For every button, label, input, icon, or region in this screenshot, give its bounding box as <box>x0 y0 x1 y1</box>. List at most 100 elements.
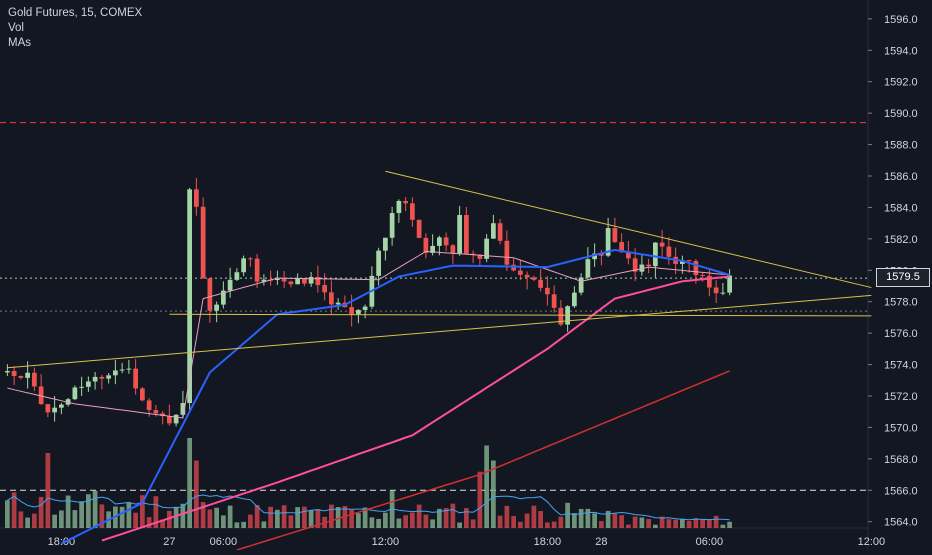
volume-bar[interactable] <box>295 507 300 528</box>
candle-body[interactable] <box>119 369 125 371</box>
volume-bar[interactable] <box>450 503 456 528</box>
volume-bar[interactable] <box>524 513 530 528</box>
volume-bar[interactable] <box>565 502 570 528</box>
volume-bar[interactable] <box>430 519 435 528</box>
candle-body[interactable] <box>79 386 84 388</box>
candle-body[interactable] <box>497 223 503 241</box>
candle-body[interactable] <box>32 372 37 387</box>
volume-bar[interactable] <box>349 509 354 528</box>
volume-bar[interactable] <box>673 519 678 528</box>
candle-body[interactable] <box>511 264 516 271</box>
volume-bar[interactable] <box>214 507 219 528</box>
volume-bar[interactable] <box>700 519 705 528</box>
volume-bar[interactable] <box>140 495 145 528</box>
volume-bar[interactable] <box>727 521 732 528</box>
candle-body[interactable] <box>18 376 24 378</box>
volume-bar[interactable] <box>18 511 24 528</box>
candle-body[interactable] <box>389 213 395 238</box>
symbol-title[interactable]: Gold Futures, 15, COMEX <box>8 7 143 19</box>
candle-body[interactable] <box>578 277 584 293</box>
volume-bar[interactable] <box>518 521 523 528</box>
volume-bar[interactable] <box>410 512 415 528</box>
candle-body[interactable] <box>322 285 327 293</box>
candle-body[interactable] <box>707 275 712 288</box>
volume-bar[interactable] <box>221 515 226 528</box>
candle-body[interactable] <box>524 274 530 278</box>
volume-bar[interactable] <box>335 507 341 528</box>
volume-bar[interactable] <box>52 514 57 528</box>
ma-blue-line[interactable] <box>60 248 730 545</box>
ma-pink-line[interactable] <box>101 275 730 542</box>
candle-body[interactable] <box>52 407 57 413</box>
volume-bar[interactable] <box>356 513 361 528</box>
volume-bar[interactable] <box>59 510 64 528</box>
volume-bar[interactable] <box>416 504 422 528</box>
volume-indicator-label[interactable]: Vol <box>8 22 24 34</box>
candle-body[interactable] <box>531 277 537 280</box>
volume-bar[interactable] <box>585 508 591 528</box>
volume-bar[interactable] <box>288 515 294 528</box>
candle-body[interactable] <box>302 278 307 284</box>
candle-body[interactable] <box>376 250 381 276</box>
volume-bar[interactable] <box>626 524 631 528</box>
candle-body[interactable] <box>288 281 294 285</box>
candle-body[interactable] <box>234 272 240 280</box>
volume-bar[interactable] <box>686 520 692 528</box>
volume-bar[interactable] <box>133 512 138 528</box>
volume-bar[interactable] <box>234 522 240 528</box>
volume-bar[interactable] <box>86 494 91 528</box>
ma-fast-line[interactable] <box>7 250 730 419</box>
candle-body[interactable] <box>410 203 415 220</box>
volume-bar[interactable] <box>275 509 280 528</box>
candle-body[interactable] <box>106 375 111 379</box>
candle-body[interactable] <box>491 223 496 239</box>
candle-body[interactable] <box>612 228 618 243</box>
candle-body[interactable] <box>457 215 462 254</box>
volume-bar[interactable] <box>180 503 186 528</box>
volume-bar[interactable] <box>329 504 334 528</box>
volume-bar[interactable] <box>578 508 584 528</box>
volume-bar[interactable] <box>281 505 287 528</box>
candle-body[interactable] <box>416 219 422 238</box>
volume-bar[interactable] <box>720 524 726 528</box>
candle-body[interactable] <box>362 306 368 310</box>
volume-bar[interactable] <box>153 496 159 528</box>
candle-body[interactable] <box>308 276 314 284</box>
candle-body[interactable] <box>59 404 64 408</box>
volume-bar[interactable] <box>551 521 557 528</box>
volume-bar[interactable] <box>639 517 645 528</box>
volume-bar[interactable] <box>268 506 273 528</box>
candle-body[interactable] <box>666 246 672 257</box>
candle-body[interactable] <box>558 307 564 325</box>
candle-body[interactable] <box>619 242 624 253</box>
volume-bar[interactable] <box>25 517 30 528</box>
candle-body[interactable] <box>383 237 388 251</box>
volume-bar[interactable] <box>693 518 699 528</box>
candle-body[interactable] <box>518 270 523 275</box>
volume-bar[interactable] <box>5 500 10 528</box>
volume-bar[interactable] <box>713 515 719 528</box>
candle-body[interactable] <box>720 292 726 294</box>
candle-body[interactable] <box>470 253 476 255</box>
volume-bar[interactable] <box>79 501 84 528</box>
candle-body[interactable] <box>180 403 186 415</box>
volume-bar[interactable] <box>146 517 152 528</box>
candle-body[interactable] <box>92 376 98 382</box>
candle-body[interactable] <box>423 237 429 253</box>
volume-bar[interactable] <box>707 519 712 528</box>
candle-body[interactable] <box>241 258 246 273</box>
candle-body[interactable] <box>727 275 732 293</box>
candle-body[interactable] <box>464 215 469 254</box>
volume-bar[interactable] <box>477 471 483 528</box>
candle-body[interactable] <box>592 253 597 260</box>
volume-bar[interactable] <box>302 506 307 528</box>
candle-body[interactable] <box>504 240 510 265</box>
candle-body[interactable] <box>194 189 199 207</box>
volume-bar[interactable] <box>248 514 253 528</box>
candle-body[interactable] <box>437 237 442 246</box>
candle-body[interactable] <box>545 287 550 295</box>
volume-bar[interactable] <box>558 516 564 528</box>
volume-bar[interactable] <box>437 508 442 528</box>
volume-bar[interactable] <box>99 504 105 528</box>
candle-body[interactable] <box>153 410 159 414</box>
